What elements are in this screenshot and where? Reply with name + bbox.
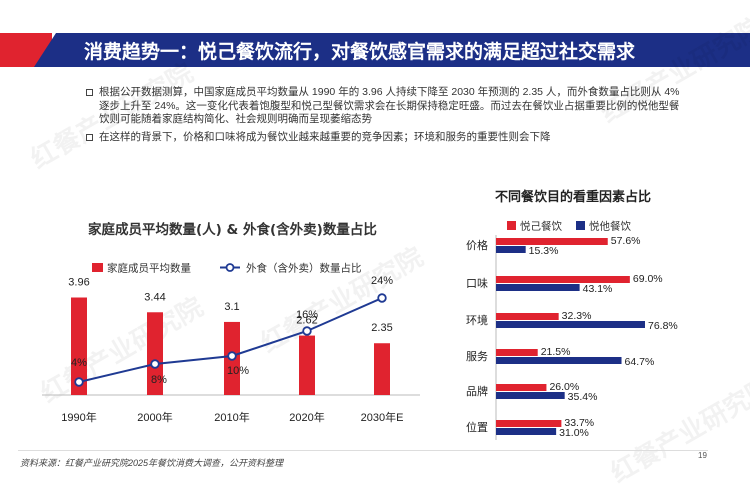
bar-self (496, 313, 559, 320)
chart-title-factors: 不同餐饮目的看重因素占比 (495, 190, 652, 205)
legend-marker-dineout (225, 263, 235, 272)
legend-swatch-others (576, 221, 585, 230)
footer-divider (18, 450, 708, 451)
line-point-dineout (377, 293, 387, 303)
page-number: 19 (698, 451, 707, 460)
bar-value-label: 2.35 (371, 322, 392, 334)
bar-others (496, 321, 645, 328)
header-bar (34, 33, 750, 67)
bar-self (496, 276, 630, 283)
bar-household (299, 335, 315, 395)
legend-label-dineout: 外食（含外卖）数量占比 (246, 262, 362, 275)
line-point-dineout (302, 326, 312, 336)
x-tick-label: 1990年 (61, 410, 96, 424)
header-band (0, 33, 750, 67)
legend-label-household: 家庭成员平均数量 (107, 262, 191, 275)
bar-value-label: 15.3% (529, 245, 559, 257)
bar-value-label: 3.96 (68, 277, 89, 289)
legend-swatch-self (507, 221, 516, 230)
bar-self (496, 238, 608, 245)
x-tick-label: 2010年 (214, 410, 249, 424)
bar-value-label: 33.7% (564, 417, 594, 429)
y-tick-label: 环境 (466, 313, 488, 327)
bar-others (496, 428, 557, 435)
bar-self (496, 349, 538, 356)
y-tick-label: 位置 (466, 420, 488, 434)
bullet-item: 在这样的背景下，价格和口味将成为餐饮业越来越重要的竞争因素；环境和服务的重要性则… (86, 131, 686, 145)
bar-value-label: 35.4% (568, 391, 598, 403)
legend-swatch-household (92, 263, 103, 272)
line-value-label: 24% (371, 275, 393, 287)
bar-value-label: 3.44 (144, 291, 165, 303)
bullet-square-icon (86, 133, 93, 141)
bullet-list: 根据公开数据测算，中国家庭成员平均数量从 1990 年的 3.96 人持续下降至… (86, 86, 686, 148)
y-tick-label: 品牌 (466, 384, 488, 398)
line-value-label: 16% (296, 309, 318, 321)
bar-value-label: 3.1 (224, 301, 239, 313)
line-point-dineout (74, 377, 84, 387)
x-tick-label: 2030年E (361, 410, 404, 424)
bar-others (496, 284, 580, 291)
bar-value-label: 32.3% (562, 310, 592, 322)
bar-others (496, 392, 565, 399)
bar-household (374, 343, 390, 395)
line-point-dineout (150, 359, 160, 369)
y-tick-label: 口味 (466, 277, 488, 290)
legend-label-self: 悦己餐饮 (520, 220, 562, 233)
bar-value-label: 43.1% (583, 283, 613, 295)
page-title: 消费趋势一：悦己餐饮流行，对餐饮感官需求的满足超过社交需求 (84, 41, 636, 63)
bar-self (496, 420, 562, 427)
bullet-text: 在这样的背景下，价格和口味将成为餐饮业越来越重要的竞争因素；环境和服务的重要性则… (99, 130, 551, 143)
bar-household (71, 297, 87, 395)
y-tick-label: 价格 (466, 238, 488, 252)
bar-value-label: 26.0% (549, 381, 579, 393)
x-tick-label: 2000年 (137, 410, 172, 424)
source-note: 资料来源：红餐产业研究院2025年餐饮消费大调查，公开资料整理 (20, 458, 284, 468)
x-tick-label: 2020年 (289, 410, 324, 424)
line-value-label: 10% (227, 365, 249, 377)
line-value-label: 4% (71, 357, 87, 369)
bar-others (496, 357, 622, 364)
bar-self (496, 384, 547, 391)
bar-value-label: 64.7% (625, 356, 655, 368)
line-point-dineout (227, 351, 237, 361)
legend-label-others: 悦他餐饮 (589, 220, 631, 233)
bar-value-label: 76.8% (648, 320, 678, 332)
y-tick-label: 服务 (466, 350, 488, 363)
bar-value-label: 31.0% (559, 427, 589, 439)
bar-value-label: 21.5% (541, 346, 571, 358)
bar-value-label: 69.0% (633, 273, 663, 285)
bar-others (496, 246, 526, 253)
bullet-item: 根据公开数据测算，中国家庭成员平均数量从 1990 年的 3.96 人持续下降至… (86, 86, 686, 127)
bar-value-label: 57.6% (611, 235, 641, 247)
line-value-label: 8% (151, 374, 167, 386)
bar-household (147, 312, 163, 395)
bullet-square-icon (86, 89, 93, 96)
chart-title-household: 家庭成员平均数量(人) & 外食(含外卖)数量占比 (88, 222, 377, 238)
bar-value-label: 2.62 (296, 315, 317, 327)
bullet-text: 根据公开数据测算，中国家庭成员平均数量从 1990 年的 3.96 人持续下降至… (99, 86, 680, 125)
